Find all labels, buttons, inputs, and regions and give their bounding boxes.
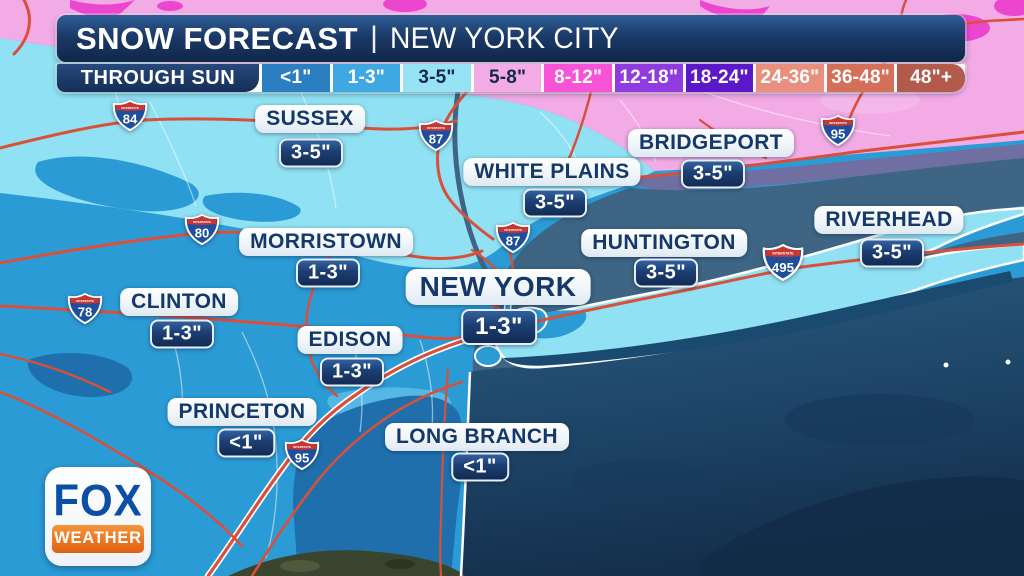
snow-value-white-plains: 3-5" [523,188,587,218]
legend-bin-8-12: 8-12" [544,64,612,92]
svg-text:INTERSTATE: INTERSTATE [193,220,211,224]
legend-bin-48: 48"+ [897,64,965,92]
title-separator: | [370,20,378,54]
title-bar: SNOW FORECAST | NEW YORK CITY [57,15,965,62]
svg-text:95: 95 [295,450,310,465]
city-label-long-branch: LONG BRANCH [385,423,569,451]
svg-text:INTERSTATE: INTERSTATE [772,252,794,256]
terrain-strip [228,550,466,576]
city-label-clinton: CLINTON [120,288,238,316]
interstate-80-shield-icon: INTERSTATE 80 [184,213,220,251]
city-label-white-plains: WHITE PLAINS [463,158,641,186]
legend-bar: THROUGH SUN <1" 1-3" 3-5" 5-8" 8-12" 12-18" 18… [57,64,965,92]
svg-text:INTERSTATE: INTERSTATE [427,126,445,130]
svg-text:495: 495 [772,260,795,275]
svg-text:INTERSTATE: INTERSTATE [829,121,847,125]
interstate-87-shield-icon: INTERSTATE 87 [495,221,531,259]
city-label-edison: EDISON [297,326,403,354]
city-label-bridgeport: BRIDGEPORT [627,129,795,157]
snow-value-sussex: 3-5" [279,138,343,168]
snow-value-clinton: 1-3" [150,319,214,349]
snow-value-huntington: 3-5" [634,258,698,288]
svg-text:78: 78 [78,304,93,319]
svg-text:84: 84 [123,111,138,126]
legend-bins: <1" 1-3" 3-5" 5-8" 8-12" 12-18" 18-24" 24-36" 36… [262,64,965,92]
legend-bin-12-18: 12-18" [614,64,683,92]
legend-bin-18-24: 18-24" [685,64,754,92]
page-title: SNOW FORECAST [76,20,359,56]
city-label-sussex: SUSSEX [255,105,365,133]
legend-bin-24-36: 24-36" [756,64,824,92]
snow-value-bridgeport: 3-5" [681,159,745,189]
legend-bin-3-5: 3-5" [403,64,471,92]
city-label-princeton: PRINCETON [167,398,317,426]
interstate-87-shield-icon: INTERSTATE 87 [418,119,454,157]
svg-text:87: 87 [429,131,444,146]
svg-text:INTERSTATE: INTERSTATE [504,228,522,232]
snow-value-morristown: 1-3" [296,258,360,288]
interstate-495-shield-icon: INTERSTATE 495 [762,243,804,286]
legend-bin-1: <1" [262,64,330,92]
legend-bin-5-8: 5-8" [473,64,542,92]
snow-value-riverhead: 3-5" [860,238,924,268]
interstate-95-shield-icon: INTERSTATE 95 [820,114,856,152]
svg-text:INTERSTATE: INTERSTATE [293,445,311,449]
city-label-riverhead: RIVERHEAD [814,206,964,234]
fox-weather-logo: FOX WEATHER [45,467,151,566]
svg-text:87: 87 [506,233,521,248]
city-label-morristown: MORRISTOWN [239,228,413,256]
snow-value-princeton: <1" [217,428,275,458]
legend-bin-36-48: 36-48" [826,64,895,92]
weather-logo-banner: WEATHER [52,524,144,553]
interstate-78-shield-icon: INTERSTATE 78 [67,292,103,330]
snow-value-edison: 1-3" [320,357,384,387]
atlantic-ocean [461,277,1024,576]
snow-value-long-branch: <1" [451,452,509,482]
interstate-95-shield-icon: INTERSTATE 95 [284,438,320,476]
svg-text:95: 95 [831,126,846,141]
interstate-84-shield-icon: INTERSTATE 84 [112,99,148,137]
city-label-huntington: HUNTINGTON [581,229,747,257]
page-subtitle: NEW YORK CITY [389,21,619,55]
svg-text:80: 80 [195,225,210,240]
legend-bin-1-3: 1-3" [332,64,401,92]
svg-text:INTERSTATE: INTERSTATE [76,299,94,303]
snow-value-new-york: 1-3" [461,309,537,345]
city-label-new-york: NEW YORK [405,269,591,305]
fox-logo-text: FOX [53,475,143,525]
legend-duration: THROUGH SUN [57,64,259,92]
svg-text:INTERSTATE: INTERSTATE [121,106,139,110]
